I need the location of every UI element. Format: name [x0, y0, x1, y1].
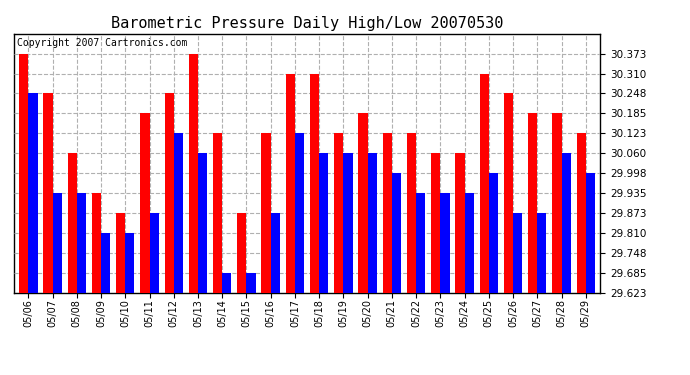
- Bar: [174, 133, 183, 375]
- Bar: [504, 93, 513, 375]
- Bar: [455, 153, 464, 375]
- Bar: [246, 273, 256, 375]
- Bar: [416, 193, 425, 375]
- Bar: [440, 193, 450, 375]
- Bar: [334, 133, 344, 375]
- Bar: [28, 93, 37, 375]
- Bar: [489, 173, 498, 375]
- Bar: [407, 133, 416, 375]
- Bar: [126, 233, 135, 375]
- Bar: [431, 153, 440, 375]
- Bar: [586, 173, 595, 375]
- Bar: [577, 133, 586, 375]
- Bar: [464, 193, 474, 375]
- Bar: [295, 133, 304, 375]
- Bar: [164, 93, 174, 375]
- Bar: [68, 153, 77, 375]
- Bar: [383, 133, 392, 375]
- Bar: [528, 113, 538, 375]
- Bar: [92, 193, 101, 375]
- Bar: [344, 153, 353, 375]
- Bar: [189, 54, 198, 375]
- Bar: [237, 213, 246, 375]
- Bar: [150, 213, 159, 375]
- Bar: [101, 233, 110, 375]
- Bar: [286, 74, 295, 375]
- Bar: [116, 213, 126, 375]
- Bar: [222, 273, 231, 375]
- Bar: [77, 193, 86, 375]
- Text: Copyright 2007 Cartronics.com: Copyright 2007 Cartronics.com: [17, 38, 187, 48]
- Bar: [368, 153, 377, 375]
- Bar: [140, 113, 150, 375]
- Bar: [319, 153, 328, 375]
- Title: Barometric Pressure Daily High/Low 20070530: Barometric Pressure Daily High/Low 20070…: [111, 16, 503, 31]
- Bar: [562, 153, 571, 375]
- Bar: [213, 133, 222, 375]
- Bar: [52, 193, 62, 375]
- Bar: [43, 93, 52, 375]
- Bar: [538, 213, 546, 375]
- Bar: [19, 54, 28, 375]
- Bar: [552, 113, 562, 375]
- Bar: [392, 173, 401, 375]
- Bar: [513, 213, 522, 375]
- Bar: [270, 213, 280, 375]
- Bar: [310, 74, 319, 375]
- Bar: [480, 74, 489, 375]
- Bar: [262, 133, 270, 375]
- Bar: [358, 113, 368, 375]
- Bar: [198, 153, 207, 375]
